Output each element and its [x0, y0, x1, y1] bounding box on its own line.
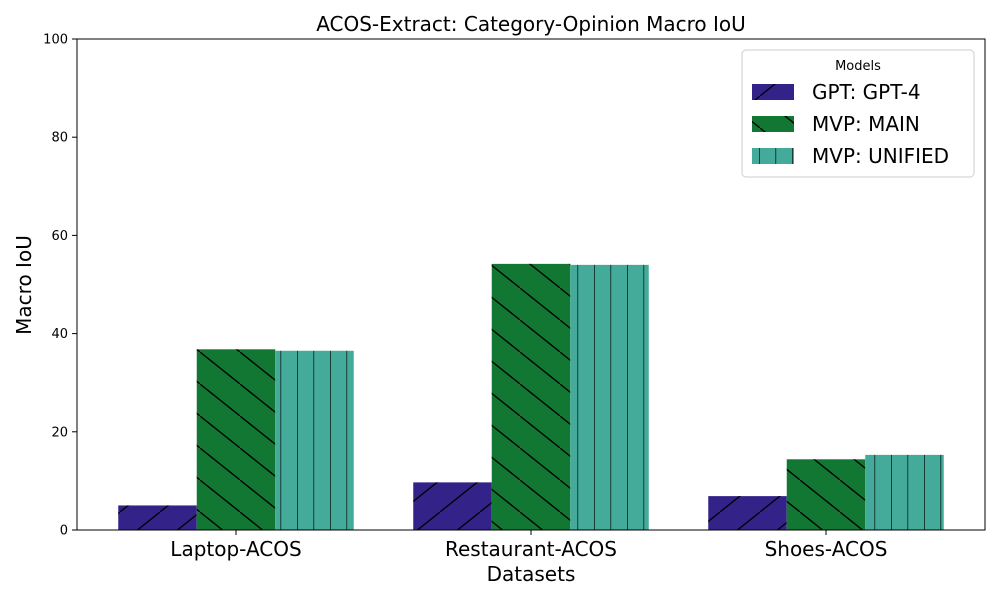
bar-hatch — [865, 454, 944, 530]
bar — [413, 482, 492, 530]
bar — [865, 454, 944, 530]
bar-hatch — [786, 459, 866, 530]
legend-title: Models — [835, 59, 881, 74]
legend-item: MVP: MAIN — [752, 112, 920, 136]
y-tick-label: 60 — [51, 229, 68, 244]
y-axis: 0 20 40 60 80 100 — [43, 33, 77, 539]
chart-title: ACOS-Extract: Category-Opinion Macro IoU — [316, 12, 746, 36]
y-tick-label: 40 — [51, 327, 68, 342]
legend-label: MVP: UNIFIED — [812, 144, 949, 168]
y-axis-label: Macro IoU — [12, 235, 36, 335]
legend-item: GPT: GPT-4 — [752, 80, 921, 104]
bar-hatch — [413, 482, 492, 530]
legend-swatch-hatch — [752, 148, 794, 164]
bar — [570, 264, 649, 530]
bar-hatch — [196, 349, 276, 530]
x-tick-label: Restaurant-ACOS — [445, 537, 617, 561]
x-axis: Laptop-ACOS Restaurant-ACOS Shoes-ACOS — [170, 530, 887, 561]
bar-hatch — [708, 496, 787, 530]
bar — [118, 505, 197, 530]
y-tick-label: 100 — [43, 33, 68, 48]
legend-label: MVP: MAIN — [812, 112, 920, 136]
bar — [196, 349, 276, 530]
x-tick-label: Laptop-ACOS — [170, 537, 301, 561]
bar — [275, 350, 354, 530]
x-axis-label: Datasets — [487, 562, 576, 586]
bar-hatch — [570, 264, 649, 530]
legend-frame — [741, 49, 975, 178]
legend-swatch-hatch — [752, 84, 794, 100]
legend-swatch-hatch — [752, 116, 794, 132]
legend: Models GPT: GPT-4 MVP: MAIN MVP: UNIFIED — [741, 49, 975, 178]
bar — [491, 263, 571, 530]
y-tick-label: 0 — [60, 524, 68, 539]
bar-hatch — [118, 505, 197, 530]
bars-layer — [118, 263, 944, 530]
bar-hatch — [275, 350, 354, 530]
y-tick-label: 20 — [51, 425, 68, 440]
x-tick-label: Shoes-ACOS — [765, 537, 888, 561]
bar — [708, 496, 787, 530]
legend-label: GPT: GPT-4 — [812, 80, 921, 104]
plot-frame — [76, 38, 986, 531]
y-tick-label: 80 — [51, 131, 68, 146]
bar-hatch — [491, 263, 571, 530]
legend-item: MVP: UNIFIED — [752, 144, 949, 168]
bar — [786, 459, 866, 530]
